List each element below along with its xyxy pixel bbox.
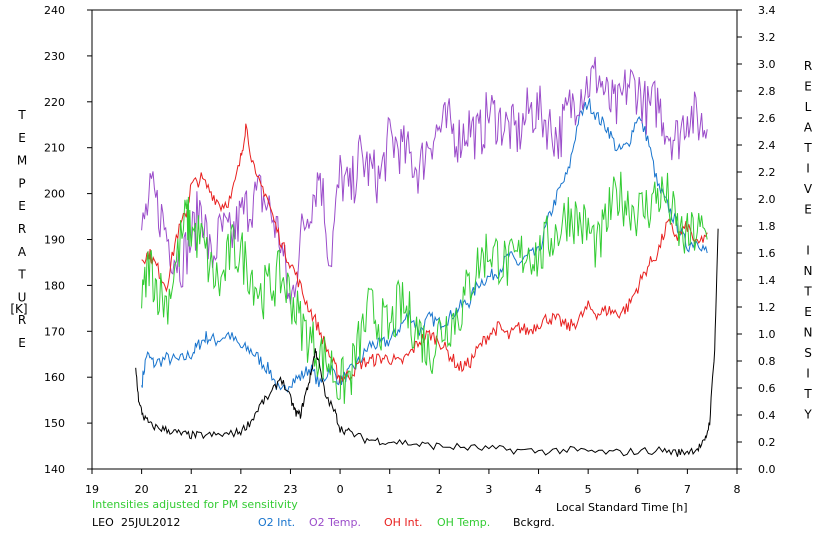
series-line-o2-temp <box>141 56 708 305</box>
y-right-title-letter: I <box>806 162 810 176</box>
series-line-bckgrd <box>135 228 719 457</box>
y-left-tick-label: 150 <box>44 417 65 430</box>
legend-entry: O2 Int. <box>258 516 295 529</box>
series-line-o2-int <box>141 98 708 393</box>
x-tick-label: 4 <box>535 483 542 496</box>
y-left-tick-label: 180 <box>44 279 65 292</box>
y-left-tick-label: 200 <box>44 188 65 201</box>
legend-entry: OH Int. <box>384 516 422 529</box>
y-right-title-letter: L <box>805 100 812 114</box>
y-left-tick-label: 220 <box>44 96 65 109</box>
y-right-title-letter: N <box>804 264 813 278</box>
y-right-tick-label: 2.2 <box>758 166 776 179</box>
x-tick-label: 23 <box>283 483 297 496</box>
y-right-title-letter: N <box>804 326 813 340</box>
x-tick-label: 8 <box>734 483 741 496</box>
x-tick-label: 2 <box>436 483 443 496</box>
y-right-title-letter: I <box>806 367 810 381</box>
y-right-tick-label: 2.6 <box>758 112 776 125</box>
y-left-title-letter: E <box>18 199 26 213</box>
y-right-title-letter: E <box>804 203 812 217</box>
y-right-tick-label: 2.4 <box>758 139 776 152</box>
y-left-tick-label: 170 <box>44 325 65 338</box>
legend-entry: OH Temp. <box>437 516 490 529</box>
y-right-tick-label: 0.6 <box>758 382 776 395</box>
y-left-title-letter: A <box>18 245 27 259</box>
y-right-title-letter: T <box>803 285 812 299</box>
y-right-tick-label: 0.4 <box>758 409 776 422</box>
date-label: 25JUL2012 <box>121 516 180 529</box>
y-right-tick-label: 1.4 <box>758 274 776 287</box>
x-tick-label: 21 <box>184 483 198 496</box>
y-right-title-letter: S <box>804 346 812 360</box>
x-tick-label: 7 <box>684 483 691 496</box>
x-tick-label: 20 <box>135 483 149 496</box>
y-right-tick-label: 1.8 <box>758 220 776 233</box>
y-left-tick-label: 210 <box>44 142 65 155</box>
series-line-oh-int <box>141 123 708 384</box>
y-right-title-letter: E <box>804 80 812 94</box>
y-right-tick-label: 2.0 <box>758 193 776 206</box>
x-tick-label: 19 <box>85 483 99 496</box>
y-left-title-letter: P <box>18 176 25 190</box>
x-tick-label: 1 <box>386 483 393 496</box>
y-left-title-letter: T <box>17 108 26 122</box>
y-right-title-letter: A <box>804 121 813 135</box>
y-left-title-letter: E <box>18 131 26 145</box>
y-left-tick-label: 240 <box>44 4 65 17</box>
series-layer <box>135 56 719 457</box>
legend-entry: Bckgrd. <box>513 516 555 529</box>
y-left-tick-label: 190 <box>44 234 65 247</box>
y-left-title-letter: R <box>18 222 26 236</box>
x-tick-label: 22 <box>234 483 248 496</box>
y-left-tick-label: 160 <box>44 371 65 384</box>
axes-layer: 19 20 21 22 23 0 1 2 3 4 5 6 7 8140150160170180190200… <box>44 4 776 496</box>
y-right-tick-label: 1.2 <box>758 301 776 314</box>
note-text: Intensities adjusted for PM sensitivity <box>92 498 298 511</box>
y-left-tick-label: 140 <box>44 463 65 476</box>
y-right-tick-label: 3.0 <box>758 58 776 71</box>
y-right-tick-label: 3.2 <box>758 31 776 44</box>
y-left-title-letter: M <box>17 154 27 168</box>
y-left-title-letter: R <box>18 313 26 327</box>
y-right-title-letter: I <box>806 244 810 258</box>
y-left-title-letter: U <box>18 290 27 304</box>
y-right-title-letter: R <box>804 59 812 73</box>
x-tick-label: 6 <box>634 483 641 496</box>
x-axis-title: Local Standard Time [h] <box>556 501 688 514</box>
y-left-tick-label: 230 <box>44 50 65 63</box>
series-line-oh-temp <box>141 171 708 404</box>
y-right-title-letter: T <box>803 387 812 401</box>
y-left-title-letter: T <box>17 268 26 282</box>
y-left-unit: [K] <box>10 302 27 316</box>
y-right-tick-label: 0.8 <box>758 355 776 368</box>
y-right-title-letter: T <box>803 141 812 155</box>
y-right-tick-label: 0.0 <box>758 463 776 476</box>
y-right-title-letter: Y <box>803 408 812 422</box>
legend-entry: O2 Temp. <box>309 516 361 529</box>
y-right-title-letter: V <box>804 182 813 196</box>
legend: O2 Int. O2 Temp. OH Int. OH Temp. Bckgrd. <box>258 516 555 529</box>
y-right-tick-label: 1.6 <box>758 247 776 260</box>
x-tick-label: 0 <box>337 483 344 496</box>
station-label: LEO <box>92 516 114 529</box>
y-left-title-letter: E <box>18 336 26 350</box>
x-tick-label: 3 <box>485 483 492 496</box>
y-right-title-letter: E <box>804 305 812 319</box>
x-tick-label: 5 <box>585 483 592 496</box>
y-right-tick-label: 1.0 <box>758 328 776 341</box>
y-right-tick-label: 2.8 <box>758 85 776 98</box>
y-right-tick-label: 3.4 <box>758 4 776 17</box>
y-right-tick-label: 0.2 <box>758 436 776 449</box>
